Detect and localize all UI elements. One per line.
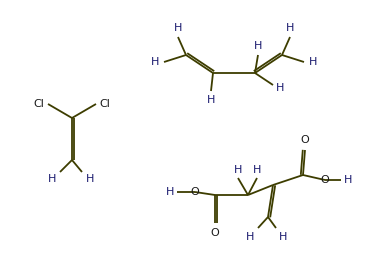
Text: Cl: Cl — [100, 99, 110, 109]
Text: O: O — [321, 175, 329, 185]
Text: O: O — [301, 135, 309, 145]
Text: Cl: Cl — [34, 99, 44, 109]
Text: H: H — [234, 165, 242, 175]
Text: H: H — [86, 174, 94, 184]
Text: H: H — [166, 187, 174, 197]
Text: H: H — [344, 175, 352, 185]
Text: H: H — [48, 174, 56, 184]
Text: O: O — [191, 187, 200, 197]
Text: H: H — [286, 23, 294, 33]
Text: H: H — [309, 57, 317, 67]
Text: O: O — [211, 228, 219, 238]
Text: H: H — [246, 232, 254, 242]
Text: H: H — [151, 57, 159, 67]
Text: H: H — [207, 95, 215, 105]
Text: H: H — [253, 165, 261, 175]
Text: H: H — [276, 83, 284, 93]
Text: H: H — [279, 232, 287, 242]
Text: H: H — [254, 41, 262, 51]
Text: H: H — [174, 23, 182, 33]
